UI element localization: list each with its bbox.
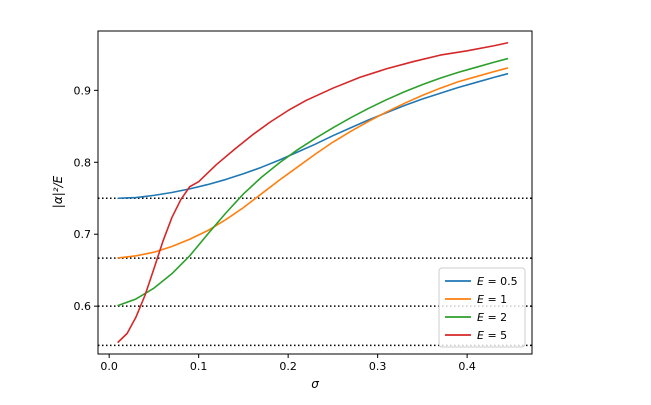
series-line-1 bbox=[117, 67, 509, 259]
series-line-0 bbox=[117, 73, 509, 200]
x-tick-label-4: 0.4 bbox=[458, 360, 476, 373]
series-lines bbox=[117, 42, 509, 343]
legend-box bbox=[438, 267, 526, 348]
series-line-2 bbox=[117, 57, 509, 307]
legend-label-2: E = 2 bbox=[477, 311, 507, 324]
legend-label-0: E = 0.5 bbox=[477, 275, 518, 288]
y-axis-ticks: 0.6 0.7 0.8 0.9 bbox=[74, 84, 98, 313]
x-tick-label-2: 0.2 bbox=[279, 360, 297, 373]
series-line-3 bbox=[117, 42, 509, 343]
x-axis-label: σ bbox=[311, 377, 319, 391]
plot-frame bbox=[97, 30, 533, 355]
x-tick-label-0: 0.0 bbox=[100, 360, 118, 373]
legend-label-1: E = 1 bbox=[477, 293, 507, 306]
reference-lines bbox=[98, 197, 532, 347]
legend-label-3: E = 5 bbox=[477, 329, 507, 342]
y-tick-label-3: 0.9 bbox=[74, 84, 92, 97]
y-tick-label-0: 0.6 bbox=[74, 300, 92, 313]
x-tick-label-1: 0.1 bbox=[190, 360, 208, 373]
legend: E = 0.5 E = 1 E = 2 E = 5 bbox=[438, 267, 526, 348]
x-axis-ticks: 0.0 0.1 0.2 0.3 0.4 bbox=[100, 354, 476, 373]
y-axis-label: |α|²/E bbox=[51, 175, 65, 208]
y-tick-label-1: 0.7 bbox=[74, 228, 92, 241]
y-tick-label-2: 0.8 bbox=[74, 156, 92, 169]
x-tick-label-3: 0.3 bbox=[369, 360, 387, 373]
